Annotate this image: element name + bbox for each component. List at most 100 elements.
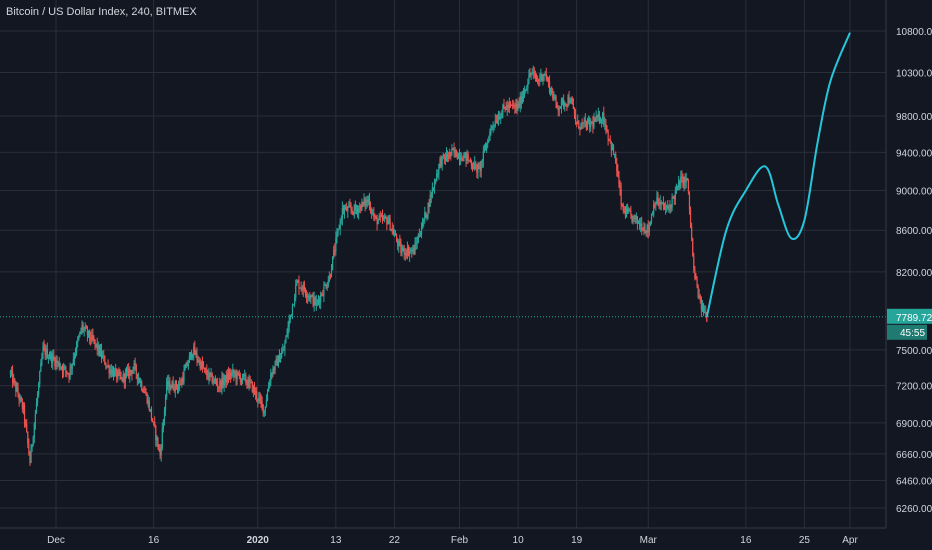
- candle-body: [647, 225, 649, 233]
- candle-body: [637, 222, 640, 224]
- candle-body: [363, 199, 365, 204]
- candle-body: [352, 211, 354, 215]
- candle-body: [520, 96, 522, 104]
- candle-body: [305, 294, 308, 297]
- candle-body: [217, 384, 219, 388]
- candle-body: [478, 165, 480, 168]
- candle-body: [418, 235, 420, 237]
- candle-body: [704, 311, 706, 314]
- candle-body: [648, 225, 650, 233]
- candle-body: [560, 99, 563, 107]
- candle-body: [656, 197, 658, 204]
- candle-body: [299, 287, 301, 289]
- candle-body: [469, 159, 471, 163]
- candle-body: [318, 300, 321, 303]
- candle-body: [364, 199, 366, 206]
- candle-body: [388, 218, 390, 222]
- candle-body: [91, 334, 93, 341]
- candle-body: [580, 122, 582, 129]
- candle-body: [22, 405, 25, 410]
- candle-body: [143, 391, 145, 393]
- candle-body: [517, 103, 519, 110]
- candle-body: [530, 72, 532, 76]
- candle-body: [33, 423, 35, 438]
- candle-body: [494, 120, 496, 126]
- candle-body: [429, 194, 431, 207]
- candle-body: [297, 280, 299, 282]
- candle-body: [183, 370, 185, 382]
- time-tick-label: 22: [389, 535, 401, 546]
- candle-body: [108, 366, 110, 374]
- candle-body: [688, 191, 691, 210]
- candle-body: [206, 370, 208, 376]
- candle-body: [271, 373, 273, 375]
- candle-body: [268, 386, 270, 392]
- candle-body: [290, 314, 292, 316]
- time-axis[interactable]: Dec 16 2020 13 22 Feb 10 19 Mar 16 25 Apr: [0, 527, 886, 546]
- current-price-tag-bg: [887, 308, 932, 324]
- candle-body: [249, 379, 251, 382]
- candle-body: [461, 158, 463, 161]
- candle-body: [623, 211, 625, 213]
- candle-body: [66, 370, 68, 374]
- candle-body: [192, 354, 194, 358]
- candle-body: [135, 365, 137, 374]
- candle-body: [232, 369, 234, 373]
- candle-body: [455, 149, 457, 157]
- candle-body: [171, 382, 173, 388]
- candle-body: [279, 357, 282, 363]
- candle-body: [620, 189, 622, 205]
- candle-body: [65, 366, 67, 371]
- candle-body: [670, 205, 672, 208]
- candle-body: [377, 220, 379, 225]
- candle-body: [553, 97, 555, 99]
- candle-body: [534, 73, 537, 78]
- time-tick-label: Apr: [842, 535, 858, 546]
- candle-body: [359, 205, 361, 209]
- candle-body: [557, 107, 559, 111]
- candle-body: [174, 381, 176, 391]
- candle-body: [356, 209, 359, 214]
- candle-body: [658, 204, 660, 206]
- candle-body: [105, 364, 107, 367]
- price-axis[interactable]: 6260.00 6460.00 6660.00 6900.00 7200.00 7500.…: [896, 27, 932, 515]
- candle-body: [128, 368, 130, 377]
- candle-body: [490, 127, 492, 132]
- candle-body: [281, 352, 283, 358]
- candle-body: [53, 355, 55, 359]
- candle-body: [92, 334, 94, 340]
- candle-body: [96, 343, 98, 351]
- candle-body: [630, 211, 632, 215]
- candle-body: [360, 205, 362, 211]
- candle-body: [436, 173, 438, 181]
- candle-body: [667, 205, 669, 209]
- candle-body: [672, 197, 674, 199]
- candle-body: [565, 103, 567, 106]
- candle-body: [208, 372, 210, 379]
- candle-body: [314, 297, 316, 305]
- candle-body: [40, 363, 42, 372]
- candle-body: [684, 176, 686, 183]
- candle-body: [61, 367, 64, 372]
- candle-body: [651, 214, 654, 216]
- candle-body: [572, 104, 575, 109]
- candle-body: [440, 158, 442, 167]
- candle-body: [335, 238, 337, 252]
- candle-body: [420, 228, 423, 235]
- candle-body: [428, 203, 430, 207]
- candle-body: [264, 406, 266, 411]
- price-tick-label: 10800.00: [896, 27, 932, 38]
- candle-body: [23, 405, 26, 422]
- candle-body: [563, 99, 565, 107]
- current-price-value: 7789.72: [896, 313, 932, 324]
- candle-body: [39, 371, 41, 384]
- candle-body: [401, 250, 403, 254]
- candle-body: [608, 138, 610, 141]
- candle-body: [464, 152, 466, 155]
- candle-body: [552, 93, 554, 99]
- candle-body: [211, 373, 213, 384]
- candle-body: [149, 408, 151, 411]
- candle-body: [73, 356, 76, 360]
- candle-body: [225, 375, 227, 383]
